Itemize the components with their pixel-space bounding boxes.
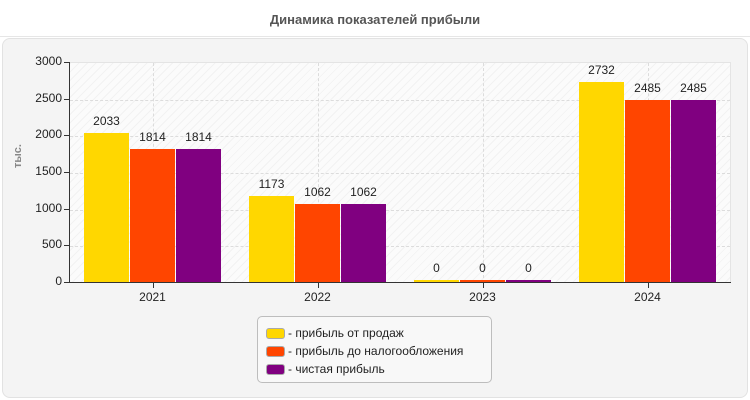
gridline xyxy=(70,173,730,174)
y-tick-label: 1500 xyxy=(35,164,62,178)
vertical-gridline xyxy=(317,63,319,283)
y-tick-label: 2000 xyxy=(35,127,62,142)
bar[interactable] xyxy=(460,280,505,282)
bar-value-label: 1062 xyxy=(350,185,377,200)
legend-label: - прибыль от продаж xyxy=(288,326,404,340)
y-tick-mark xyxy=(64,245,69,246)
bar[interactable] xyxy=(295,204,340,282)
legend: - прибыль от продаж - прибыль до налогоо… xyxy=(257,316,492,383)
y-tick-mark xyxy=(64,282,69,283)
title-divider xyxy=(0,36,750,37)
bar-value-label: 2485 xyxy=(680,80,707,95)
x-tick-mark xyxy=(153,283,154,288)
vertical-gridline xyxy=(482,63,484,283)
bar[interactable] xyxy=(249,195,294,282)
y-tick-mark xyxy=(64,62,69,63)
y-tick-label: 1000 xyxy=(35,200,62,215)
x-tick-label: 2023 xyxy=(469,290,496,304)
gridline xyxy=(70,136,730,138)
y-tick-label: 3000 xyxy=(35,54,62,68)
y-tick-label: 2500 xyxy=(35,90,62,105)
x-tick-label: 2021 xyxy=(139,290,166,304)
bar-value-label: 1814 xyxy=(185,129,212,144)
bar-value-label: 2485 xyxy=(634,80,661,95)
bar[interactable] xyxy=(414,280,459,282)
bar[interactable] xyxy=(579,81,624,282)
bar-value-label: 0 xyxy=(433,261,440,275)
x-tick-mark xyxy=(483,283,484,288)
bar-value-label: 1814 xyxy=(139,129,166,144)
bar[interactable] xyxy=(671,99,716,282)
bar[interactable] xyxy=(176,148,221,282)
bar-value-label: 0 xyxy=(479,261,486,275)
bar[interactable] xyxy=(84,132,129,282)
legend-item-net-profit[interactable]: - чистая прибыль xyxy=(266,361,385,377)
bar[interactable] xyxy=(341,204,386,282)
y-tick-mark xyxy=(64,209,69,210)
y-tick-label: 0 xyxy=(55,274,62,288)
gridline xyxy=(70,99,730,101)
chart-title: Динамика показателей прибыли xyxy=(269,12,481,27)
x-tick-label: 2022 xyxy=(304,290,331,304)
legend-item-pretax-profit[interactable]: - прибыль до налогообложения xyxy=(266,343,463,359)
gridline xyxy=(70,246,730,248)
bar-value-label: 2033 xyxy=(93,113,120,128)
legend-item-sales-profit[interactable]: - прибыль от продаж xyxy=(266,325,404,341)
x-axis xyxy=(69,282,731,283)
y-tick-mark xyxy=(64,172,69,173)
x-tick-mark xyxy=(318,283,319,288)
bar-value-label: 1173 xyxy=(258,176,285,191)
legend-label: - прибыль до налогообложения xyxy=(288,344,464,358)
legend-swatch-icon xyxy=(266,327,285,339)
legend-swatch-icon xyxy=(266,345,285,357)
y-tick-mark xyxy=(64,135,69,136)
bar[interactable] xyxy=(130,148,175,282)
bar[interactable] xyxy=(506,280,551,282)
bar-value-label: 0 xyxy=(525,261,532,275)
x-tick-mark xyxy=(648,283,649,288)
bar[interactable] xyxy=(625,99,670,282)
legend-swatch-icon xyxy=(266,363,285,375)
y-tick-label: 500 xyxy=(41,237,62,252)
gridline xyxy=(70,209,730,211)
x-tick-label: 2024 xyxy=(634,290,661,304)
y-tick-mark xyxy=(64,99,69,100)
y-axis xyxy=(69,62,70,283)
legend-label: - чистая прибыль xyxy=(288,362,385,376)
bar-value-label: 2732 xyxy=(588,62,615,77)
bar-value-label: 1062 xyxy=(304,185,331,200)
